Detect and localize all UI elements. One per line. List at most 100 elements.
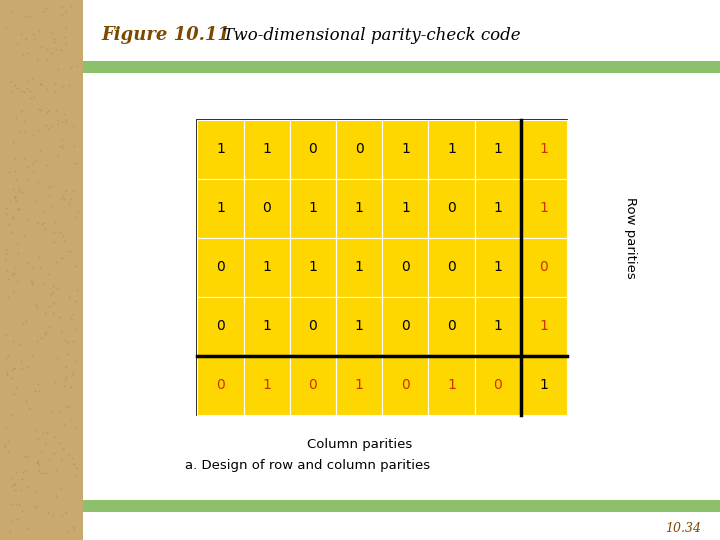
Point <box>34 387 45 396</box>
Text: 0: 0 <box>539 260 549 274</box>
Text: 1: 1 <box>216 143 225 157</box>
Point <box>65 415 76 424</box>
Point <box>11 176 22 184</box>
Text: 1: 1 <box>493 201 503 215</box>
Bar <box>382 120 428 179</box>
Point <box>30 426 42 434</box>
Bar <box>197 296 243 356</box>
Point <box>71 423 82 432</box>
Point <box>26 278 37 286</box>
Point <box>63 247 74 255</box>
Bar <box>336 296 382 356</box>
Point <box>35 106 47 115</box>
Point <box>36 220 48 228</box>
Point <box>19 126 31 135</box>
Point <box>9 264 21 272</box>
Point <box>54 227 66 236</box>
Point <box>2 293 14 302</box>
Point <box>0 331 12 340</box>
Point <box>42 161 53 170</box>
Point <box>72 207 84 215</box>
Point <box>71 158 83 167</box>
Point <box>37 219 48 227</box>
Text: 1: 1 <box>355 260 364 274</box>
Point <box>16 30 27 38</box>
Point <box>6 271 18 280</box>
Text: Two-dimensional parity-check code: Two-dimensional parity-check code <box>223 27 521 44</box>
Point <box>68 460 80 468</box>
Point <box>45 182 57 191</box>
Point <box>8 364 19 373</box>
Point <box>8 480 19 489</box>
Point <box>41 107 53 116</box>
Point <box>9 166 20 175</box>
Point <box>71 61 82 70</box>
Point <box>19 87 30 96</box>
Point <box>43 455 55 464</box>
Point <box>70 296 81 305</box>
Point <box>33 27 45 36</box>
Point <box>12 249 24 258</box>
Point <box>66 383 77 392</box>
Point <box>55 484 67 492</box>
Point <box>13 340 24 348</box>
Point <box>60 7 72 16</box>
Bar <box>521 179 567 238</box>
Point <box>3 167 14 176</box>
Point <box>22 84 33 92</box>
Point <box>60 187 72 195</box>
Point <box>45 49 57 57</box>
Point <box>14 127 26 136</box>
Text: 1: 1 <box>309 201 318 215</box>
Point <box>50 258 62 267</box>
Bar <box>336 356 382 415</box>
Point <box>29 35 40 44</box>
Bar <box>521 296 567 356</box>
Bar <box>243 120 290 179</box>
Point <box>48 433 60 442</box>
Point <box>32 219 43 228</box>
Bar <box>197 238 243 296</box>
Text: 1: 1 <box>539 378 549 392</box>
Bar <box>243 238 290 296</box>
Point <box>7 336 19 345</box>
Point <box>55 45 66 54</box>
Point <box>58 420 70 428</box>
Point <box>48 37 60 46</box>
Point <box>31 502 42 510</box>
Bar <box>197 120 243 179</box>
Text: 10.34: 10.34 <box>665 522 701 535</box>
Point <box>40 327 51 336</box>
Point <box>27 30 39 38</box>
Point <box>52 119 63 128</box>
Point <box>41 45 53 53</box>
Point <box>65 314 76 322</box>
Point <box>35 264 46 272</box>
Text: 1: 1 <box>493 260 503 274</box>
Point <box>8 389 19 398</box>
Point <box>45 28 57 37</box>
Point <box>60 401 71 410</box>
Bar <box>382 296 428 356</box>
Point <box>61 526 73 535</box>
Point <box>18 154 30 163</box>
Point <box>56 81 68 90</box>
Point <box>71 472 82 481</box>
Point <box>21 482 32 491</box>
Bar <box>521 120 567 179</box>
Point <box>6 366 18 374</box>
Point <box>6 411 17 420</box>
Bar <box>428 238 474 296</box>
Point <box>47 511 58 520</box>
Point <box>0 442 12 451</box>
Point <box>58 110 70 118</box>
Point <box>8 137 19 146</box>
Point <box>6 500 17 509</box>
Point <box>62 403 73 411</box>
Point <box>37 279 48 288</box>
Point <box>30 157 41 166</box>
Point <box>21 175 32 184</box>
Point <box>1 248 13 257</box>
Text: Row parities: Row parities <box>624 197 637 279</box>
Point <box>68 141 80 150</box>
